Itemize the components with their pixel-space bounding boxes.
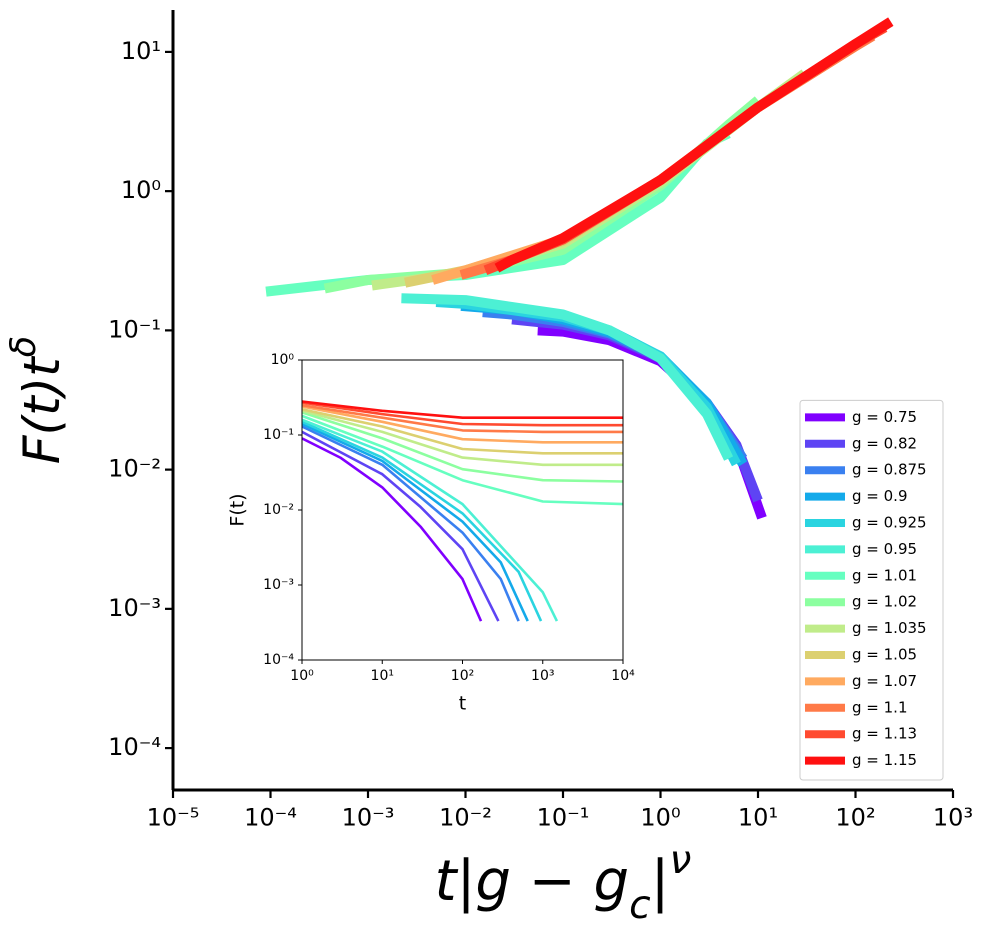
- series-line: [301, 437, 483, 622]
- y-tick-label: 10⁻¹: [263, 427, 294, 443]
- series-line: [301, 405, 623, 444]
- x-axis-label: t: [459, 693, 466, 715]
- legend-label: g = 0.9: [852, 487, 907, 505]
- legend-label: g = 1.035: [852, 619, 927, 637]
- y-tick-label: 10⁻²: [263, 502, 294, 518]
- legend-label: g = 0.95: [852, 540, 917, 558]
- label-part: F(t)t: [13, 355, 71, 464]
- legend-label: g = 0.82: [852, 434, 917, 452]
- y-axis-label: F(t)tδ: [4, 336, 71, 464]
- x-tick-label: 10⁻²: [439, 803, 492, 831]
- x-tick-label: 10¹: [738, 803, 778, 831]
- series-line: [301, 425, 520, 622]
- x-tick-label: 10⁻³: [342, 803, 395, 831]
- y-tick-label: 10⁻⁴: [108, 733, 161, 761]
- inset-background: [302, 360, 623, 660]
- label-part: t|g − g: [435, 849, 629, 914]
- x-tick-label: 10⁰: [290, 668, 314, 684]
- series-line: [301, 400, 623, 419]
- series-line: [301, 430, 500, 622]
- series-line: [301, 408, 623, 455]
- x-tick-label: 10³: [531, 668, 554, 684]
- y-tick-label: 10⁰: [271, 352, 295, 368]
- series-line: [301, 418, 559, 622]
- x-tick-label: 10¹: [371, 668, 394, 684]
- series-line: [301, 422, 529, 622]
- x-axis-label: t|g − gc|ν: [435, 838, 692, 925]
- legend-label: g = 1.05: [852, 646, 917, 664]
- legend-label: g = 1.07: [852, 672, 917, 690]
- series-line: [371, 69, 808, 291]
- x-tick-label: 10²: [451, 668, 474, 684]
- x-tick-label: 10⁴: [611, 668, 635, 684]
- x-tick-label: 10⁻¹: [537, 803, 590, 831]
- x-tick-label: 10³: [933, 803, 973, 831]
- series-line: [301, 409, 623, 467]
- y-tick-label: 10⁻¹: [108, 315, 161, 343]
- legend-label: g = 0.75: [852, 408, 917, 426]
- series-line: [401, 293, 734, 461]
- label-part: ν: [669, 838, 691, 883]
- legend-box: [799, 399, 944, 781]
- y-tick-label: 10⁰: [121, 176, 161, 204]
- y-axis-label: F(t): [227, 493, 249, 526]
- legend-label: g = 1.02: [852, 593, 917, 611]
- x-tick-label: 10⁻⁵: [147, 803, 200, 831]
- x-tick-label: 10⁰: [640, 803, 680, 831]
- y-tick-label: 10¹: [121, 37, 161, 65]
- series-line: [301, 420, 543, 622]
- series-line: [301, 411, 624, 483]
- y-tick-label: 10⁻²: [108, 455, 161, 483]
- y-tick-label: 10⁻³: [108, 594, 161, 622]
- label-part: c: [629, 883, 651, 925]
- legend-label: g = 1.01: [852, 566, 917, 584]
- series-line: [404, 54, 837, 288]
- series-line: [494, 17, 894, 273]
- legend-label: g = 1.1: [852, 698, 907, 716]
- legend-label: g = 0.925: [852, 514, 927, 532]
- label-part: δ: [4, 336, 44, 357]
- series-line: [301, 401, 623, 427]
- y-tick-label: 10⁻⁴: [263, 652, 294, 668]
- y-tick-label: 10⁻³: [263, 577, 294, 593]
- x-tick-label: 10⁻⁴: [244, 803, 297, 831]
- label-part: |: [651, 849, 670, 914]
- legend-label: g = 0.875: [852, 461, 927, 479]
- x-tick-label: 10²: [835, 803, 875, 831]
- series-line: [301, 414, 624, 506]
- series-line: [301, 403, 623, 434]
- legend-label: g = 1.13: [852, 725, 917, 743]
- legend-label: g = 1.15: [852, 751, 917, 769]
